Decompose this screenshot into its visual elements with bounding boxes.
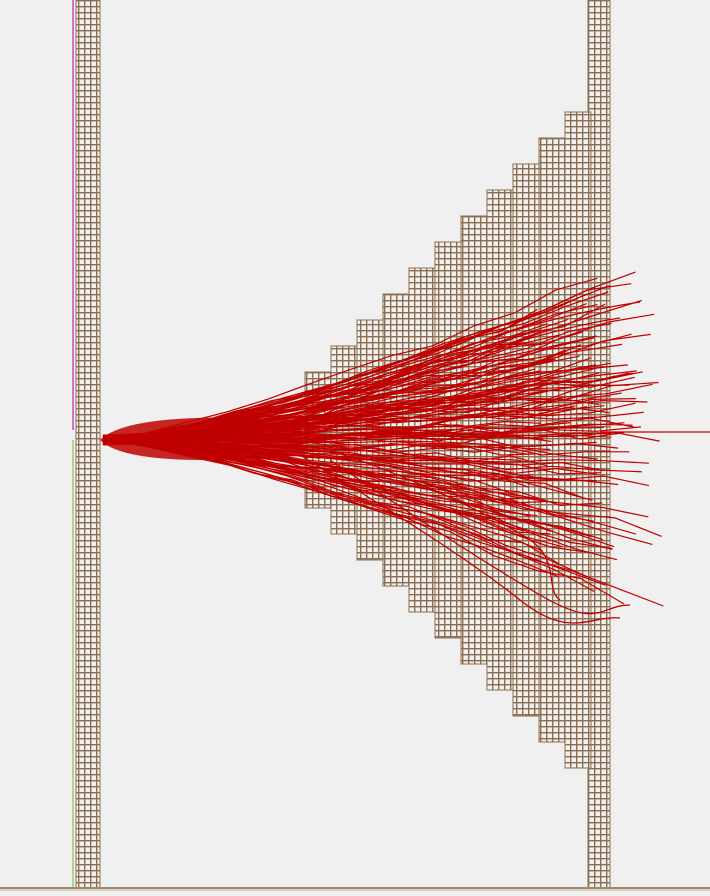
staircase-step [383, 294, 409, 586]
fiber-outlier-trace [299, 301, 641, 421]
fiber-bundle-icon [100, 271, 710, 624]
bottom-bar [0, 887, 710, 896]
staircase-step [565, 112, 591, 768]
left-wall-icon [75, 0, 101, 889]
staircase-step [513, 164, 539, 716]
staircase-step [487, 190, 513, 690]
staircase-step-outline [564, 111, 592, 769]
fiber-outlier-trace [299, 454, 621, 624]
fiber-core [100, 417, 305, 460]
fiber-outlier-trace [329, 459, 631, 615]
fiber-outlier-trace [329, 449, 561, 601]
staircase-step [409, 268, 435, 612]
bottom-bar-shade [0, 889, 710, 891]
fiber-outlier-trace [299, 317, 621, 426]
